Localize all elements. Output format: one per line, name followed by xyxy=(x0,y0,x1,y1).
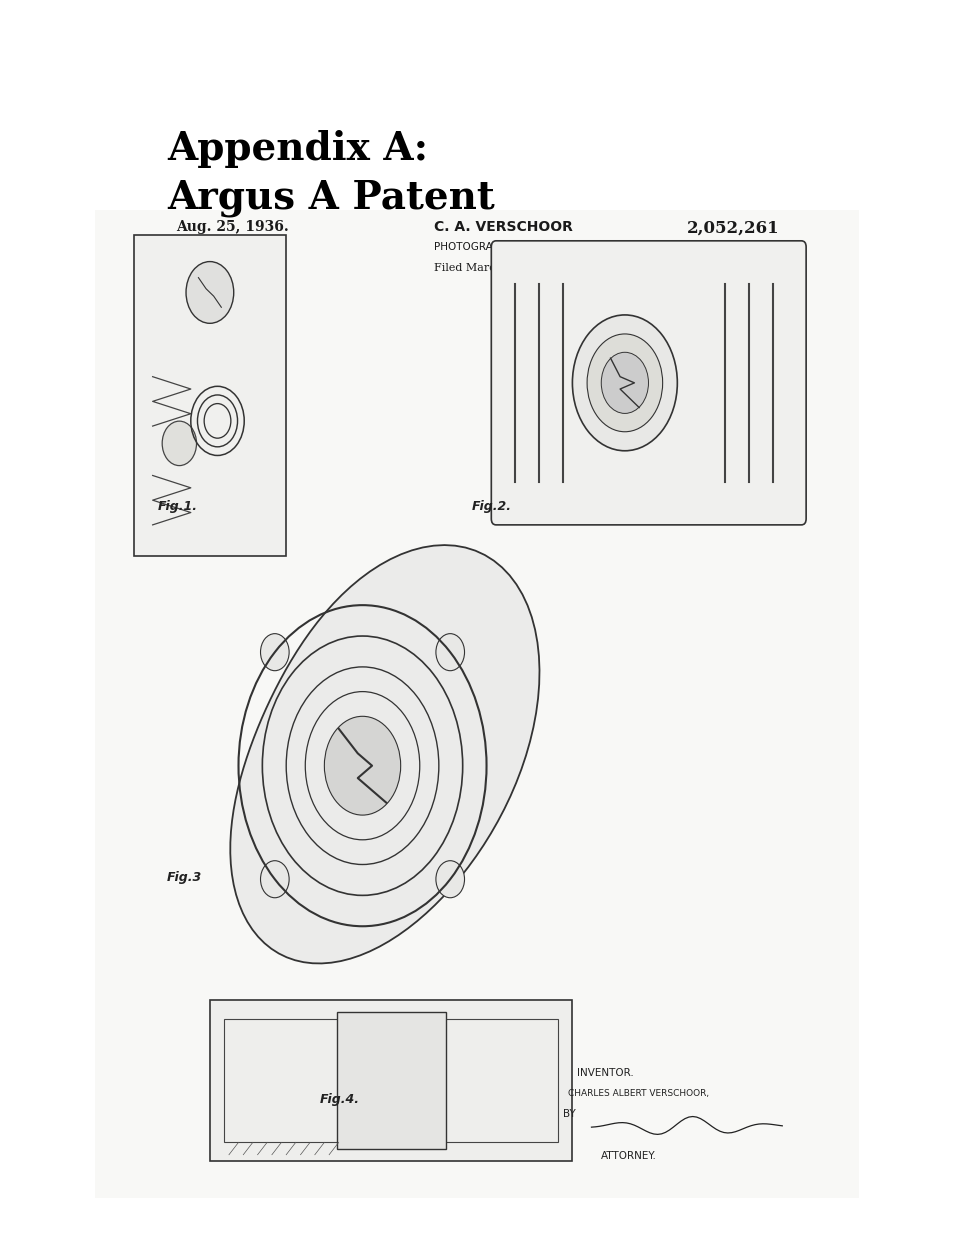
Circle shape xyxy=(600,352,648,414)
Circle shape xyxy=(162,421,196,466)
Circle shape xyxy=(436,634,464,671)
Text: 2,052,261: 2,052,261 xyxy=(686,220,779,237)
Text: C. A. VERSCHOOR: C. A. VERSCHOOR xyxy=(434,220,573,233)
Text: CHARLES ALBERT VERSCHOOR,: CHARLES ALBERT VERSCHOOR, xyxy=(567,1089,708,1098)
Text: Aug. 25, 1936.: Aug. 25, 1936. xyxy=(176,220,289,233)
Circle shape xyxy=(260,861,289,898)
Circle shape xyxy=(572,315,677,451)
Circle shape xyxy=(260,634,289,671)
Polygon shape xyxy=(230,545,539,963)
Text: 2 Sheets-Sheet 1: 2 Sheets-Sheet 1 xyxy=(624,262,720,272)
Text: Appendix A:: Appendix A: xyxy=(167,130,428,168)
Text: ATTORNEY.: ATTORNEY. xyxy=(600,1151,657,1161)
Text: BY: BY xyxy=(562,1109,575,1119)
FancyBboxPatch shape xyxy=(210,1000,572,1161)
Text: Fig.1.: Fig.1. xyxy=(157,500,197,514)
Circle shape xyxy=(186,262,233,324)
FancyBboxPatch shape xyxy=(95,210,858,1198)
Text: Argus A Patent: Argus A Patent xyxy=(167,179,495,217)
FancyBboxPatch shape xyxy=(133,235,286,556)
Text: Filed March 12, 1936: Filed March 12, 1936 xyxy=(434,262,556,272)
Text: Fig.3: Fig.3 xyxy=(167,871,202,884)
Text: INVENTOR.: INVENTOR. xyxy=(577,1068,633,1078)
Circle shape xyxy=(324,716,400,815)
Text: Fig.2.: Fig.2. xyxy=(472,500,512,514)
Circle shape xyxy=(586,333,662,432)
FancyBboxPatch shape xyxy=(336,1013,445,1149)
Text: PHOTOGRAPHIC CAMERA: PHOTOGRAPHIC CAMERA xyxy=(434,242,563,252)
Text: Fig.4.: Fig.4. xyxy=(319,1093,359,1107)
FancyBboxPatch shape xyxy=(491,241,805,525)
Circle shape xyxy=(436,861,464,898)
